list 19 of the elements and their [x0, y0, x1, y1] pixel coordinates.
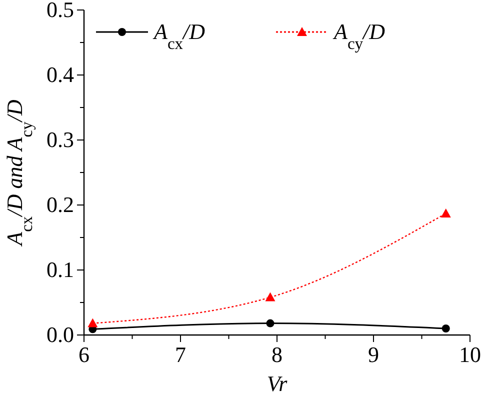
point: [265, 292, 276, 302]
x-tick-label: 6: [78, 342, 90, 367]
y-tick-label: 0.2: [46, 192, 74, 217]
point: [266, 319, 274, 328]
x-tick-label: 9: [368, 342, 379, 367]
x-tick-label: 7: [175, 342, 186, 367]
legend-label: A$_{cy}$/D: [332, 19, 386, 52]
text: 0.0: [46, 322, 74, 347]
legend-label: A$_{cx}$/D: [152, 19, 206, 52]
y-tick-label: 0.4: [46, 62, 74, 87]
point: [442, 324, 450, 332]
point: [440, 208, 451, 218]
y-tick-label: 0.1: [46, 257, 74, 282]
point: [88, 318, 98, 328]
y-tick-label: 0.5: [46, 0, 74, 22]
x-axis-title: Vr: [266, 371, 288, 396]
x-tick-label: 10: [459, 342, 481, 367]
x-tick-label: 8: [272, 342, 282, 367]
y-tick-label: 0.3: [46, 127, 74, 152]
